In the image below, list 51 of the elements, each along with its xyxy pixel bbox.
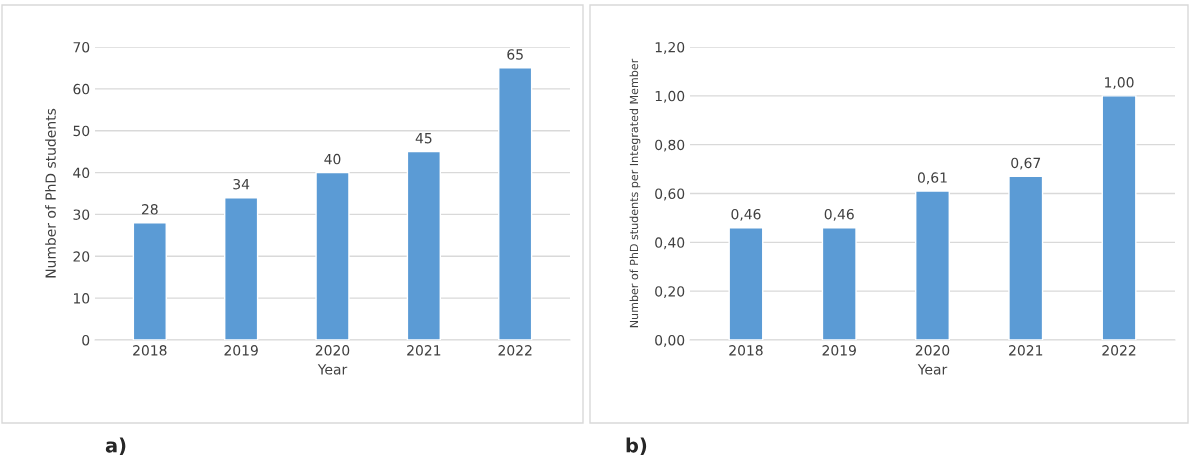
data-label: 45 — [415, 133, 432, 144]
bar — [132, 222, 167, 340]
data-label: 1,00 — [1105, 77, 1134, 89]
bar — [1008, 175, 1044, 340]
bar — [821, 226, 857, 340]
x-tick-label: 2018 — [729, 345, 763, 356]
y-tick-label: 0,80 — [655, 139, 685, 152]
data-label: 28 — [141, 204, 158, 215]
y-axis-title: Number of PhD students per Integrated Member — [629, 58, 641, 328]
x-tick-label: 2018 — [133, 345, 167, 356]
y-tick-label: 40 — [73, 167, 90, 179]
data-label: 40 — [324, 153, 341, 165]
x-tick-label: 2020 — [915, 345, 950, 356]
y-tick-label: 30 — [73, 209, 90, 220]
y-tick-label: 0,60 — [655, 188, 685, 201]
data-label: 0,67 — [1011, 157, 1041, 170]
y-tick-label: 60 — [73, 83, 90, 95]
data-label: 34 — [233, 178, 250, 190]
bar — [1101, 95, 1137, 340]
bar — [498, 67, 533, 340]
x-axis-title: Year — [917, 364, 948, 375]
bar — [406, 150, 441, 340]
x-tick-label: 2021 — [1009, 345, 1043, 356]
bar — [915, 190, 950, 340]
data-label: 65 — [507, 49, 523, 60]
x-tick-label: 2021 — [407, 345, 441, 356]
y-tick-label: 0,00 — [655, 334, 685, 347]
bar — [315, 171, 350, 340]
text: a) — [105, 437, 126, 455]
x-tick-label: 2019 — [224, 345, 258, 356]
y-tick-label: 50 — [73, 125, 90, 137]
bar — [728, 226, 764, 340]
data-label: 0,61 — [917, 172, 947, 185]
y-tick-label: 0 — [82, 334, 90, 346]
y-tick-label: 10 — [73, 293, 90, 304]
y-tick-label: 1,20 — [655, 41, 685, 54]
x-tick-label: 2022 — [1102, 345, 1136, 356]
y-axis-title: Number of PhD students — [45, 108, 56, 278]
x-tick-label: 2020 — [315, 345, 350, 356]
x-axis-title: Year — [317, 364, 348, 375]
y-tick-label: 0,20 — [655, 286, 685, 299]
data-label: 0,46 — [824, 208, 854, 221]
text: b) — [626, 437, 647, 455]
x-tick-label: 2019 — [822, 345, 856, 356]
y-tick-label: 1,00 — [655, 90, 685, 103]
data-label: 0,46 — [731, 208, 761, 221]
bar — [224, 196, 259, 340]
x-tick-label: 2022 — [498, 345, 532, 356]
y-tick-label: 0,40 — [655, 237, 685, 250]
y-tick-label: 70 — [73, 41, 90, 53]
y-tick-label: 20 — [73, 251, 90, 262]
